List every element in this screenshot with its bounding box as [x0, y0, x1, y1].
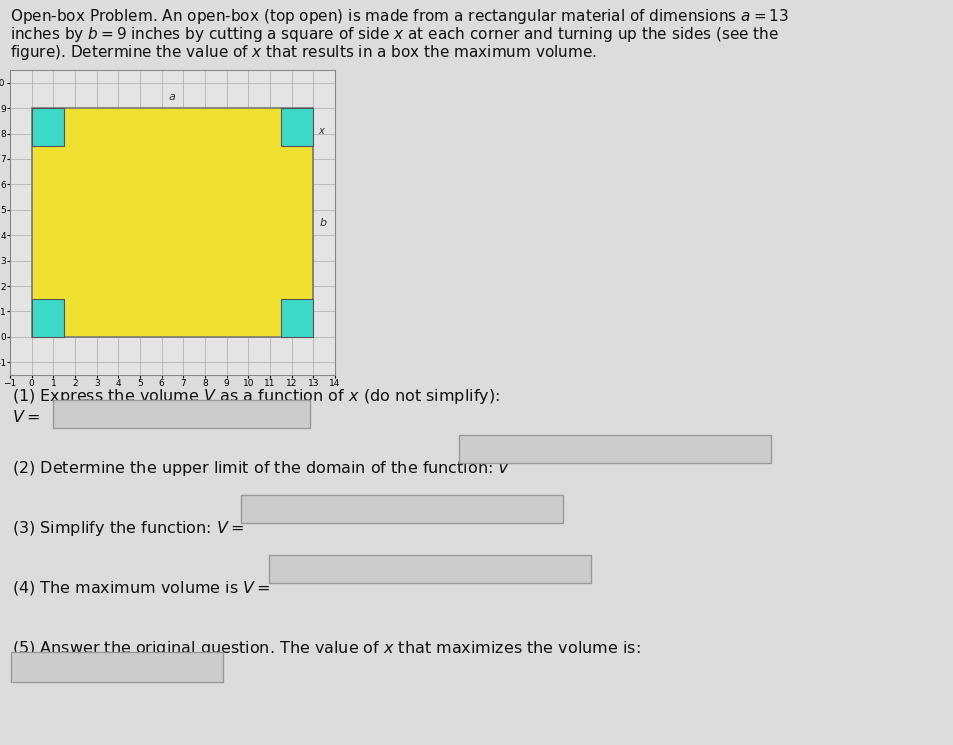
Text: Open-box Problem. An open-box (top open) is made from a rectangular material of : Open-box Problem. An open-box (top open)… [10, 7, 788, 26]
FancyBboxPatch shape [269, 555, 590, 583]
Text: (4) The maximum volume is $V = $: (4) The maximum volume is $V = $ [12, 579, 270, 597]
FancyBboxPatch shape [241, 495, 562, 523]
Text: $x$: $x$ [317, 126, 325, 136]
Text: (1) Express the volume $V$ as a function of $x$ (do not simplify):: (1) Express the volume $V$ as a function… [12, 387, 499, 406]
FancyBboxPatch shape [11, 652, 223, 682]
Text: figure). Determine the value of $x$ that results in a box the maximum volume.: figure). Determine the value of $x$ that… [10, 43, 597, 62]
Text: $b$: $b$ [318, 217, 327, 229]
Text: (5) Answer the original question. The value of $x$ that maximizes the volume is:: (5) Answer the original question. The va… [12, 639, 639, 658]
FancyBboxPatch shape [53, 400, 310, 428]
Bar [31, 108, 313, 337]
Text: inches by $b = 9$ inches by cutting a square of side $x$ at each corner and turn: inches by $b = 9$ inches by cutting a sq… [10, 25, 779, 44]
Text: $a$: $a$ [169, 92, 176, 102]
FancyBboxPatch shape [458, 435, 770, 463]
Text: (3) Simplify the function: $V = $: (3) Simplify the function: $V = $ [12, 519, 244, 538]
Bar [280, 299, 313, 337]
Bar [280, 108, 313, 146]
Text: $V = $: $V = $ [12, 409, 40, 425]
Text: (2) Determine the upper limit of the domain of the function: $V$: (2) Determine the upper limit of the dom… [12, 459, 511, 478]
Bar [31, 299, 64, 337]
Bar [31, 108, 64, 146]
